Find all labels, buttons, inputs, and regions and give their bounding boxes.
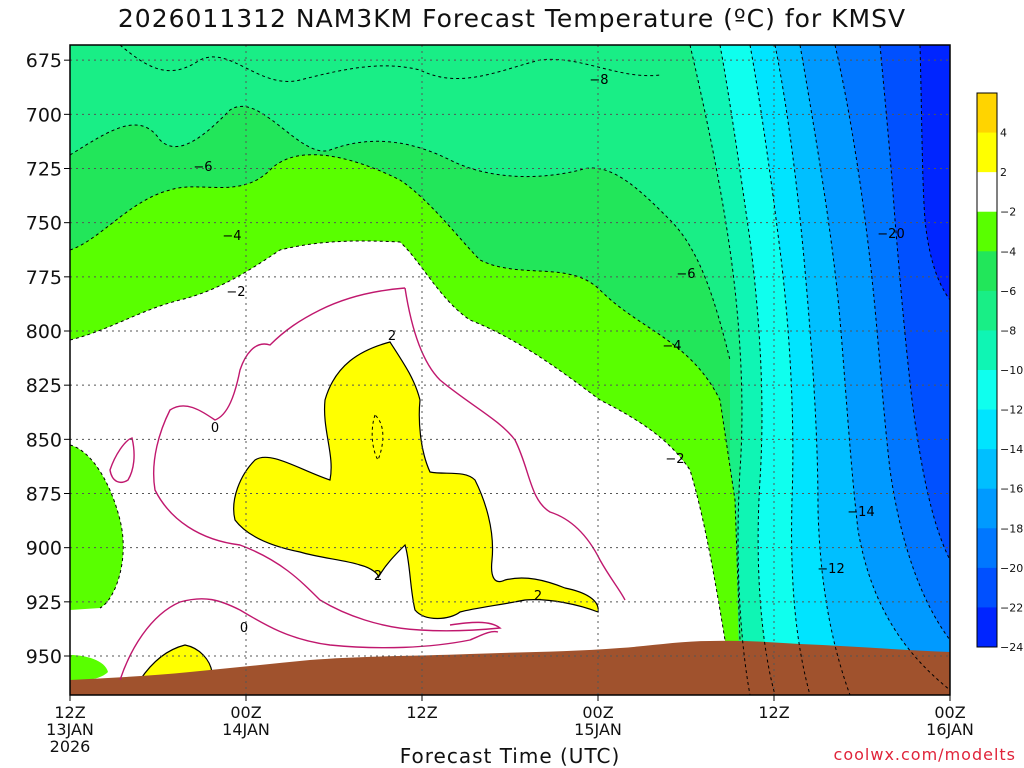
x-tick-label: 00Z — [582, 703, 613, 722]
contour-label: −4 — [222, 229, 241, 244]
y-tick-label: 875 — [26, 484, 62, 506]
contour-label: −6 — [676, 267, 695, 282]
colorbar-label: 2 — [1000, 166, 1007, 179]
x-tick-label: 16JAN — [926, 720, 974, 739]
contour-label: 2 — [374, 569, 382, 584]
colorbar-label: −24 — [1000, 641, 1023, 654]
contour-label: 0 — [211, 421, 219, 436]
terrain — [70, 640, 950, 695]
contour-label: 0 — [240, 621, 248, 636]
x-tick-label: 14JAN — [222, 720, 270, 739]
contour-label: −20 — [877, 227, 904, 242]
temperature-field — [70, 45, 950, 695]
band-left-green — [70, 445, 124, 610]
x-tick-label: 00Z — [934, 703, 965, 722]
band-warm-nose — [233, 341, 599, 620]
colorbar-swatch — [977, 290, 997, 331]
cold-contour-lines — [70, 45, 950, 695]
colorbar-swatch — [977, 211, 997, 252]
x-tick-label: 2026 — [50, 737, 91, 756]
source-credit[interactable]: coolwx.com/modelts — [833, 745, 1016, 764]
y-tick-label: 675 — [26, 50, 62, 72]
y-tick-label: 950 — [26, 646, 62, 668]
y-tick-label: 850 — [26, 429, 62, 451]
colorbar-frame — [976, 92, 998, 648]
colorbar-swatch — [977, 449, 997, 490]
colorbar-swatch — [977, 409, 997, 450]
y-tick-label: 800 — [26, 321, 62, 343]
x-tick-label: 12Z — [758, 703, 789, 722]
y-tick-label: 825 — [26, 375, 62, 397]
colorbar-swatch — [977, 488, 997, 529]
plot-frame — [69, 44, 951, 696]
contour-label: −14 — [847, 505, 874, 520]
colorbar-swatch — [977, 567, 997, 608]
band-minus-22-24 — [920, 45, 950, 300]
contour-label: −4 — [662, 339, 681, 354]
y-tick-label: 725 — [26, 159, 62, 181]
contour-label: −2 — [226, 285, 245, 300]
colorbar: 4 2 −2 −4 −6 −8 −10 −12 −14 −16 −18 −20 −22 −24 — [976, 92, 1023, 654]
colorbar-label: −20 — [1000, 562, 1023, 575]
colorbar-label: −12 — [1000, 404, 1023, 417]
colorbar-label: −18 — [1000, 522, 1023, 535]
colorbar-label: −16 — [1000, 483, 1023, 496]
y-tick-label: 700 — [26, 104, 62, 126]
zero-degree-contours — [109, 287, 626, 681]
colorbar-swatch — [977, 172, 997, 213]
colorbar-label: −2 — [1000, 206, 1016, 219]
colorbar-label: −8 — [1000, 324, 1016, 337]
band-left-green-low — [70, 655, 108, 681]
x-tick-label: 00Z — [230, 703, 261, 722]
x-tick-label: 12Z — [54, 703, 85, 722]
contour-label: −6 — [193, 160, 212, 175]
colorbar-label: −10 — [1000, 364, 1023, 377]
colorbar-swatch — [977, 251, 997, 292]
y-tick-label: 775 — [26, 267, 62, 289]
y-tick-label: 750 — [26, 213, 62, 235]
x-axis-title: Forecast Time (UTC) — [399, 744, 621, 768]
plot-grid — [70, 45, 950, 695]
colorbar-label: −4 — [1000, 245, 1016, 258]
contour-label: 2 — [534, 589, 542, 604]
colorbar-swatch — [977, 132, 997, 173]
contour-label: −8 — [589, 73, 608, 88]
colorbar-swatch — [977, 607, 997, 648]
colorbar-swatch — [977, 370, 997, 411]
colorbar-label: 4 — [1000, 127, 1007, 140]
x-tick-label: 12Z — [406, 703, 437, 722]
x-tick-label: 15JAN — [574, 720, 622, 739]
y-tick-label: 900 — [26, 538, 62, 560]
colorbar-label: −22 — [1000, 601, 1023, 614]
x-tick-label: 13JAN — [46, 720, 94, 739]
colorbar-swatch — [977, 93, 997, 134]
colorbar-label: −6 — [1000, 285, 1016, 298]
y-tick-label: 925 — [26, 592, 62, 614]
chart-title: 2026011312 NAM3KM Forecast Temperature (… — [117, 4, 907, 33]
contour-label: −2 — [665, 452, 684, 467]
contour-label: 2 — [388, 329, 396, 344]
colorbar-label: −14 — [1000, 443, 1023, 456]
colorbar-swatch — [977, 528, 997, 569]
colorbar-swatch — [977, 330, 997, 371]
contour-label: −12 — [817, 562, 844, 577]
y-axis: 675 700 725 750 775 800 825 850 875 900 925 950 — [26, 50, 70, 668]
